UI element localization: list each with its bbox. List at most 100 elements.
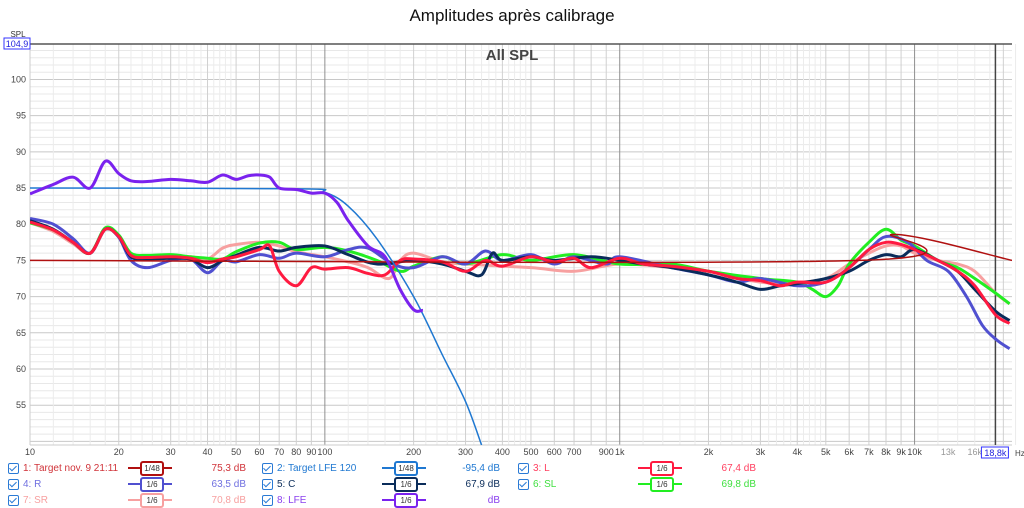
legend-value: 67,4 dB [721, 462, 756, 474]
legend-value: 70,8 dB [211, 494, 246, 506]
smoothing-button[interactable]: 1/6 [382, 477, 426, 492]
x-tick-label: 200 [406, 447, 421, 457]
smoothing-label: 1/6 [650, 477, 674, 492]
chart-title: All SPL [486, 47, 539, 64]
x-axis-label: Hz [1015, 449, 1024, 458]
x-tick-label: 20 [114, 447, 124, 457]
smoothing-button[interactable]: 1/48 [382, 461, 426, 476]
visibility-checkbox[interactable] [262, 462, 273, 474]
legend-item: 1: Target nov. 9 21:11 1/48 75,3 dB [8, 461, 246, 476]
y-tick-label: 70 [16, 292, 26, 302]
y-tick-label: 90 [16, 147, 26, 157]
legend-item: 5: C 1/6 67,9 dB [262, 477, 500, 492]
legend-value: 63,5 dB [211, 478, 246, 490]
x-tick-label: 60 [254, 447, 264, 457]
smoothing-label: 1/6 [140, 477, 164, 492]
x-tick-label: 1k [615, 447, 625, 457]
x-tick-label: 30 [166, 447, 176, 457]
series-line-lfe [30, 159, 424, 313]
y-tick-label: 55 [16, 400, 26, 410]
smoothing-label: 1/6 [394, 493, 418, 508]
x-tick-label: 70 [274, 447, 284, 457]
y-tick-label: 80 [16, 219, 26, 229]
legend-label[interactable]: 3: L [533, 462, 550, 474]
x-tick-label: 7k [864, 447, 874, 457]
series-line-target-nov-9-21-11 [30, 233, 1012, 264]
legend-value: 75,3 dB [211, 462, 246, 474]
smoothing-label: 1/6 [140, 493, 164, 508]
series-line-l [30, 220, 1011, 325]
y-axis-label: SPL [10, 30, 26, 39]
y-readout-box [3, 37, 31, 50]
legend-value: dB [487, 494, 500, 506]
x-tick-label: 50 [231, 447, 241, 457]
x-tick-label: 10k [907, 447, 922, 457]
x-tick-label: 80 [291, 447, 301, 457]
x-tick-label: 500 [523, 447, 538, 457]
smoothing-button[interactable]: 1/6 [382, 493, 426, 508]
x-tick-label: 600 [547, 447, 562, 457]
x-tick-label: 9k [896, 447, 906, 457]
x-tick-label: 3k [756, 447, 766, 457]
x-tick-label: 8k [881, 447, 891, 457]
legend-value: 69,8 dB [721, 478, 756, 490]
x-tick-label: 100 [317, 447, 332, 457]
x-tick-label: 10 [25, 447, 35, 457]
legend-item: 3: L 1/6 67,4 dB [518, 461, 756, 476]
legend-item: 4: R 1/6 63,5 dB [8, 477, 246, 492]
series-line-r [30, 216, 1011, 350]
visibility-checkbox[interactable] [262, 494, 273, 506]
series-line-target-lfe-120 [30, 187, 483, 445]
x-tick-label: 6k [844, 447, 854, 457]
visibility-checkbox[interactable] [262, 478, 273, 490]
visibility-checkbox[interactable] [8, 494, 19, 506]
legend-label[interactable]: 6: SL [533, 478, 557, 490]
visibility-checkbox[interactable] [8, 478, 19, 490]
legend-label[interactable]: 7: SR [23, 494, 49, 506]
x-cursor-readout: 18,8k [984, 448, 1007, 458]
y-tick-label: 95 [16, 111, 26, 121]
x-tick-label: 700 [567, 447, 582, 457]
x-tick-label: 2k [704, 447, 714, 457]
smoothing-button[interactable]: 1/48 [128, 461, 172, 476]
smoothing-button[interactable]: 1/6 [638, 461, 682, 476]
x-tick-label: 900 [599, 447, 614, 457]
legend-label[interactable]: 1: Target nov. 9 21:11 [23, 462, 119, 474]
y-tick-label: 100 [11, 74, 26, 84]
smoothing-label: 1/48 [394, 461, 418, 476]
y-tick-label: 85 [16, 183, 26, 193]
x-readout-box [980, 446, 1009, 459]
legend-value: 67,9 dB [465, 478, 500, 490]
window-title: Amplitudes après calibrage [409, 6, 615, 25]
visibility-checkbox[interactable] [518, 462, 529, 474]
legend-item: 6: SL 1/6 69,8 dB [518, 477, 756, 492]
legend-label[interactable]: 2: Target LFE 120 [277, 462, 357, 474]
smoothing-button[interactable]: 1/6 [638, 477, 682, 492]
x-tick-label: 300 [458, 447, 473, 457]
smoothing-label: 1/6 [650, 461, 674, 476]
y-tick-label: 75 [16, 255, 26, 265]
visibility-checkbox[interactable] [518, 478, 529, 490]
x-tick-label: 5k [821, 447, 831, 457]
y-top-readout: 104,9 [6, 39, 29, 49]
legend-item: 8: LFE 1/6 dB [262, 493, 500, 508]
smoothing-button[interactable]: 1/6 [128, 493, 172, 508]
x-tick-label: 90 [306, 447, 316, 457]
x-tick-label: 16k [968, 447, 983, 457]
x-tick-label: 40 [203, 447, 213, 457]
legend-label[interactable]: 5: C [277, 478, 296, 490]
smoothing-label: 1/48 [140, 461, 164, 476]
x-tick-label: 4k [792, 447, 802, 457]
smoothing-label: 1/6 [394, 477, 418, 492]
smoothing-button[interactable]: 1/6 [128, 477, 172, 492]
x-tick-label: 13k [941, 447, 956, 457]
legend-value: -95,4 dB [462, 462, 500, 474]
y-tick-label: 65 [16, 328, 26, 338]
legend-label[interactable]: 8: LFE [277, 494, 307, 506]
legend-item: 7: SR 1/6 70,8 dB [8, 493, 246, 508]
visibility-checkbox[interactable] [8, 462, 19, 474]
legend-label[interactable]: 4: R [23, 478, 42, 490]
x-tick-label: 400 [495, 447, 510, 457]
y-tick-label: 60 [16, 364, 26, 374]
